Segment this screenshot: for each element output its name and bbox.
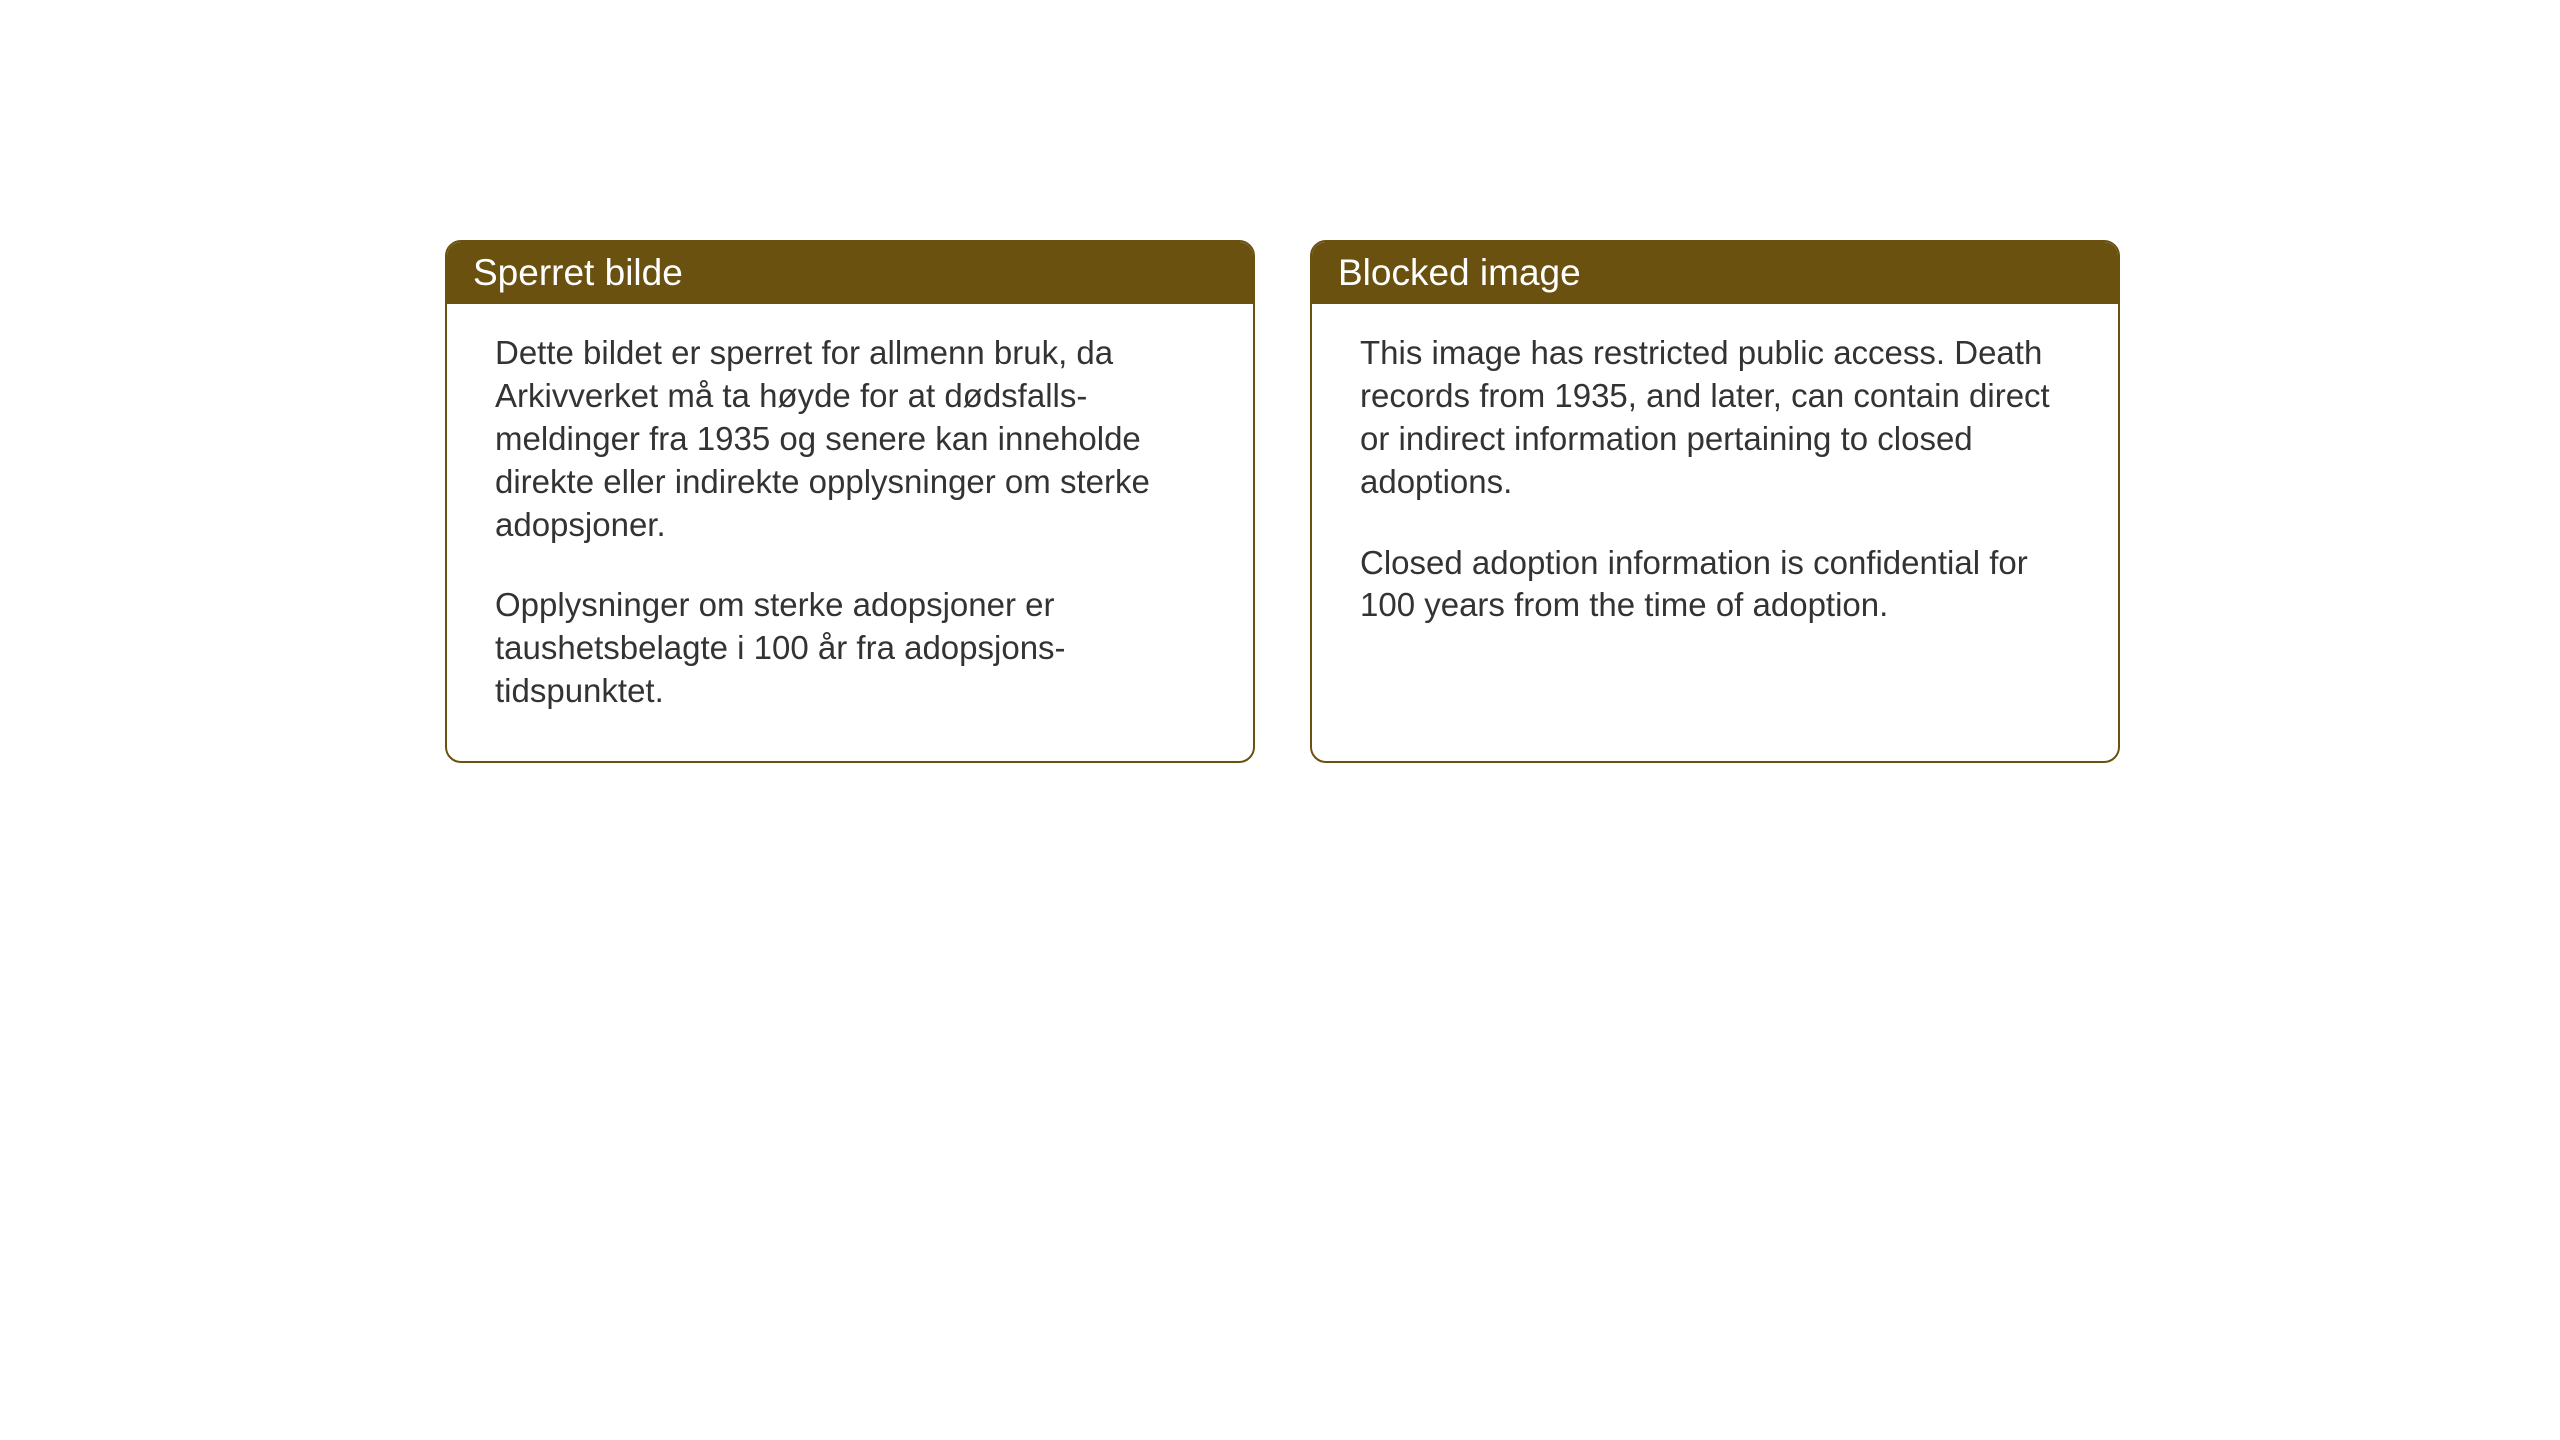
notice-box-norwegian: Sperret bilde Dette bildet er sperret fo… (445, 240, 1255, 763)
notice-paragraph-1-norwegian: Dette bildet er sperret for allmenn bruk… (495, 332, 1205, 546)
notice-body-english: This image has restricted public access.… (1312, 304, 2118, 675)
notice-title-english: Blocked image (1338, 252, 1581, 293)
notice-header-norwegian: Sperret bilde (447, 242, 1253, 304)
notice-title-norwegian: Sperret bilde (473, 252, 683, 293)
notice-paragraph-2-english: Closed adoption information is confident… (1360, 542, 2070, 628)
notice-header-english: Blocked image (1312, 242, 2118, 304)
notice-box-english: Blocked image This image has restricted … (1310, 240, 2120, 763)
notice-body-norwegian: Dette bildet er sperret for allmenn bruk… (447, 304, 1253, 761)
notice-paragraph-2-norwegian: Opplysninger om sterke adopsjoner er tau… (495, 584, 1205, 713)
notice-container: Sperret bilde Dette bildet er sperret fo… (445, 240, 2120, 763)
notice-paragraph-1-english: This image has restricted public access.… (1360, 332, 2070, 504)
